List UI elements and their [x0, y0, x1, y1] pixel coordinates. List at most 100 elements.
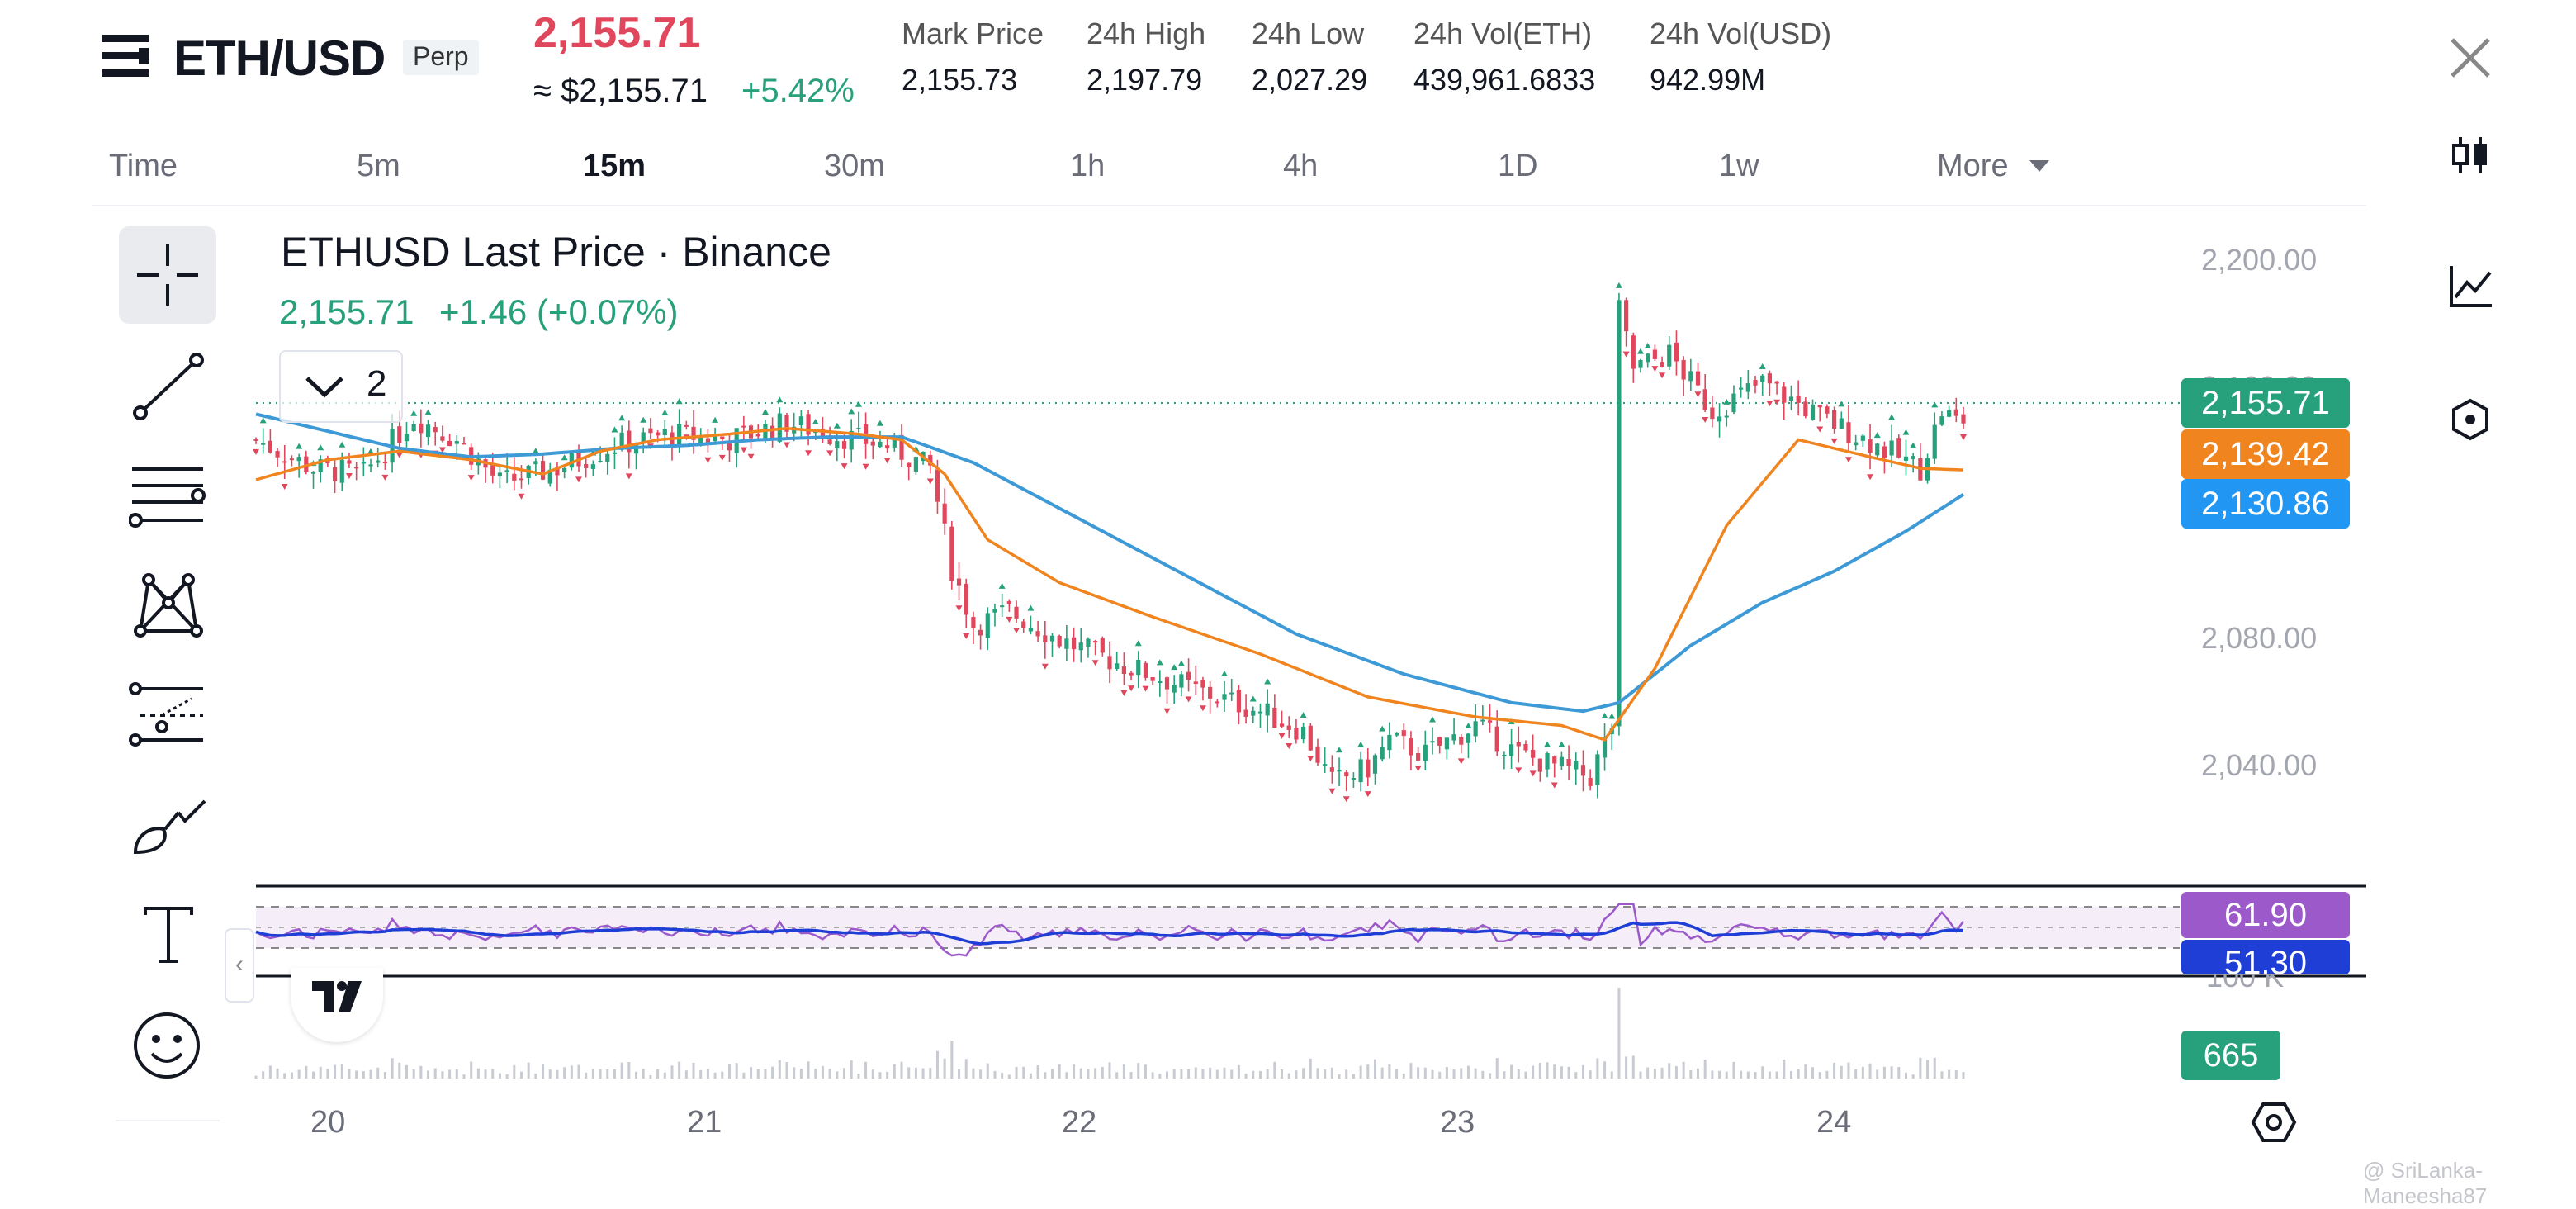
candle	[978, 624, 983, 650]
volume-bar	[1897, 1066, 1901, 1079]
volume-bar	[1911, 1074, 1915, 1079]
volume-bar	[1481, 1070, 1485, 1079]
symbol-title[interactable]: ETH/USD	[173, 31, 386, 86]
candle	[354, 462, 359, 481]
volume-bar	[1409, 1063, 1413, 1079]
volume-bar	[1725, 1071, 1728, 1079]
candle	[1631, 332, 1636, 383]
signal-up-marker	[1429, 716, 1437, 723]
volume-bar	[262, 1071, 265, 1079]
volume-bar	[1948, 1069, 1951, 1079]
fib-icon[interactable]	[128, 462, 206, 529]
candle	[339, 441, 346, 491]
tf-4h[interactable]: 4h	[1283, 149, 1319, 183]
candle	[275, 448, 280, 467]
candle	[883, 436, 891, 464]
volume-bar	[1603, 1061, 1607, 1079]
text-icon[interactable]	[142, 905, 195, 965]
tf-1h[interactable]: 1h	[1070, 149, 1106, 183]
candle	[899, 424, 904, 467]
ma-long-line	[255, 412, 1965, 714]
candle	[1315, 738, 1320, 766]
volume-bar	[620, 1062, 623, 1079]
indicators-collapse-button[interactable]	[279, 350, 403, 423]
tf-30m[interactable]: 30m	[824, 149, 885, 183]
candle	[1674, 330, 1679, 376]
tf-more[interactable]: More	[1937, 149, 2009, 183]
volume-bar	[441, 1071, 444, 1079]
signal-up-marker	[1134, 640, 1142, 647]
volume-bar	[821, 1065, 824, 1079]
signal-down-marker	[1816, 426, 1824, 433]
emoji-icon[interactable]	[132, 1011, 201, 1080]
menu-logo-icon[interactable]	[102, 35, 154, 78]
candle	[1351, 772, 1357, 788]
projection-icon[interactable]	[129, 682, 206, 748]
chevron-left-icon: ‹	[235, 951, 244, 978]
volume-bar	[642, 1069, 645, 1079]
candle	[1107, 641, 1112, 684]
candle	[296, 443, 303, 478]
volume-bar	[1258, 1070, 1262, 1079]
close-icon[interactable]	[2449, 36, 2492, 79]
candle	[1071, 627, 1077, 662]
volume-bar	[1402, 1073, 1405, 1079]
trend-line-icon[interactable]	[132, 352, 205, 421]
candle	[1414, 747, 1422, 772]
candle	[1487, 704, 1493, 733]
signal-down-marker	[1551, 782, 1558, 789]
volume-bar	[334, 1064, 337, 1079]
signal-down-marker	[740, 447, 747, 453]
volume-bar	[1783, 1060, 1786, 1079]
volume-bar	[1215, 1069, 1219, 1079]
signal-up-marker	[998, 582, 1006, 589]
chevron-down-icon[interactable]	[2029, 160, 2049, 173]
candle	[1788, 385, 1794, 410]
candle	[454, 435, 459, 460]
volume-bar	[1187, 1069, 1191, 1079]
volume-bar	[1338, 1074, 1341, 1079]
candle	[1931, 401, 1939, 464]
pattern-icon[interactable]	[132, 570, 205, 639]
volume-bar	[563, 1067, 566, 1079]
candle	[1257, 703, 1263, 728]
tf-time[interactable]: Time	[109, 149, 178, 183]
candle	[1177, 660, 1185, 697]
candle	[1423, 730, 1428, 770]
hexagon-icon[interactable]	[2451, 398, 2490, 441]
volume-bar	[1639, 1071, 1642, 1079]
volume-bar	[1466, 1065, 1470, 1079]
candles-icon[interactable]	[2451, 135, 2490, 175]
candle	[812, 418, 819, 440]
volume-bar	[893, 1064, 896, 1079]
collapse-toolbar-handle[interactable]: ‹	[225, 928, 254, 1003]
volume-badge: 665	[2181, 1031, 2280, 1080]
signal-up-marker	[661, 409, 669, 415]
volume-bar	[1223, 1067, 1226, 1079]
volume-bar	[470, 1061, 473, 1079]
tf-1d[interactable]: 1D	[1498, 149, 1538, 183]
signal-down-marker	[805, 450, 812, 457]
volume-bar	[412, 1069, 415, 1079]
brush-icon[interactable]	[130, 796, 208, 857]
tf-15m[interactable]: 15m	[583, 149, 646, 183]
candle	[1100, 636, 1105, 657]
indicators-icon[interactable]	[2449, 264, 2493, 309]
candle	[1163, 676, 1171, 714]
signal-up-marker	[1910, 442, 1917, 448]
candle	[1494, 710, 1499, 756]
tf-1w[interactable]: 1w	[1719, 149, 1759, 183]
volume-bar	[1309, 1058, 1312, 1079]
candle	[1515, 726, 1522, 774]
volume-bar	[1718, 1070, 1721, 1079]
candle	[497, 464, 503, 489]
candle	[907, 462, 912, 481]
settings-icon[interactable]	[2251, 1102, 2297, 1143]
signal-down-marker	[1457, 758, 1465, 765]
candle	[1566, 745, 1571, 780]
tf-5m[interactable]: 5m	[357, 149, 400, 183]
signal-up-marker	[296, 443, 303, 449]
volume-bar	[1244, 1074, 1248, 1079]
volume-bar	[570, 1065, 573, 1079]
crosshair-tool[interactable]	[119, 226, 216, 324]
